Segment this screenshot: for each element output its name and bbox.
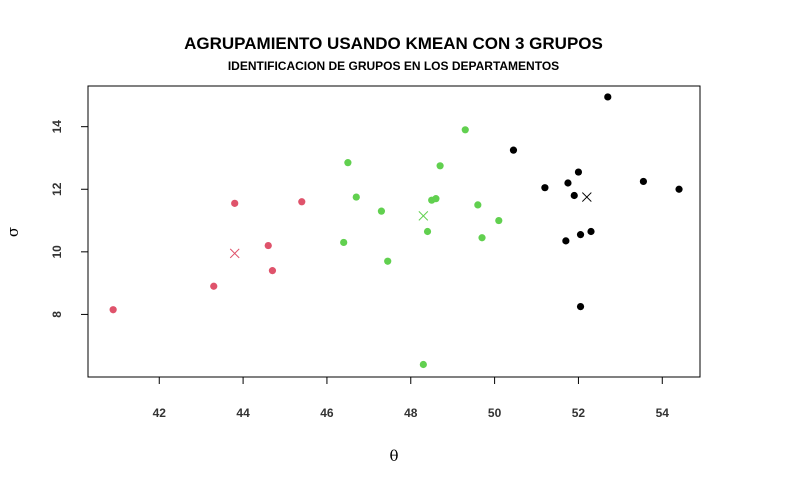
- data-point: [509, 146, 518, 154]
- data-point: [419, 360, 427, 369]
- chart-subtitle: IDENTIFICACION DE GRUPOS EN LOS DEPARTAM…: [227, 59, 560, 73]
- data-point: [268, 267, 277, 275]
- cluster-center-mark: [581, 192, 592, 202]
- data-point: [495, 216, 503, 225]
- y-axis-label: σ: [4, 227, 22, 237]
- data-point: [344, 159, 352, 167]
- x-tick-label: 54: [656, 406, 670, 420]
- data-point: [423, 227, 432, 236]
- data-point: [675, 185, 683, 193]
- data-point: [210, 282, 218, 290]
- data-point: [474, 201, 482, 209]
- y-axis: 8 10 12 14: [50, 120, 89, 318]
- x-tick-label: 48: [404, 406, 418, 420]
- data-point: [576, 302, 585, 311]
- y-tick-label: 12: [50, 182, 64, 196]
- y-tick-label: 8: [50, 311, 64, 318]
- x-tick-label: 52: [572, 406, 586, 420]
- data-point: [564, 179, 572, 187]
- data-point: [436, 162, 444, 170]
- data-point: [352, 193, 360, 201]
- cluster-center-mark: [229, 248, 240, 259]
- data-point: [109, 306, 117, 314]
- plot-frame: [87, 85, 701, 378]
- x-tick-label: 50: [488, 406, 502, 420]
- data-point: [231, 199, 239, 207]
- x-tick-label: 44: [236, 406, 250, 420]
- data-point: [478, 234, 486, 242]
- data-point: [639, 177, 648, 186]
- y-tick-label: 10: [50, 245, 64, 259]
- data-points: [109, 93, 683, 369]
- y-tick-label: 14: [50, 120, 64, 134]
- chart-title: AGRUPAMIENTO USANDO KMEAN CON 3 GRUPOS: [184, 34, 603, 53]
- data-point: [576, 231, 585, 239]
- data-point: [604, 93, 612, 101]
- cluster-centers: [229, 192, 592, 259]
- x-axis: 42 44 46 48 50 52 54: [153, 376, 670, 420]
- x-tick-label: 42: [153, 406, 167, 420]
- data-point: [461, 126, 469, 134]
- data-point: [541, 184, 549, 192]
- data-point: [574, 168, 583, 176]
- data-point: [587, 227, 595, 236]
- data-point: [570, 191, 578, 200]
- x-axis-label: θ: [389, 447, 398, 465]
- data-point: [377, 207, 386, 215]
- cluster-center-mark: [418, 211, 429, 221]
- x-tick-label: 46: [320, 406, 334, 420]
- data-point: [340, 238, 348, 247]
- data-point: [562, 237, 570, 245]
- data-point: [264, 241, 272, 250]
- data-point: [298, 198, 306, 206]
- data-point: [432, 195, 440, 203]
- data-point: [384, 257, 392, 265]
